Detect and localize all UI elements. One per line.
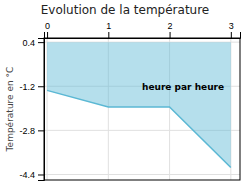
- chart-container: 0 1 2 3 0.4 -1.2 -2.8 -4.4 heure par heure Evolut…: [0, 0, 250, 188]
- x-tick-label: 2: [168, 21, 173, 31]
- plot-frame: [44, 38, 240, 180]
- x-axis-line: [45, 32, 241, 39]
- data-group: [47, 42, 231, 167]
- grid-line: [44, 174, 240, 175]
- chart-svg: 0 1 2 3 0.4 -1.2 -2.8 -4.4 heure par heure Evolut…: [0, 0, 250, 188]
- y-tick-label: -1.2: [19, 82, 35, 92]
- x-tick-label: 1: [106, 21, 111, 31]
- x-tick-mark: [47, 32, 48, 38]
- y-tick: -2.8: [19, 126, 44, 136]
- y-tick-label: 0.4: [22, 38, 35, 48]
- y-tick-label: -4.4: [19, 170, 35, 180]
- x-tick: 1: [106, 21, 111, 38]
- y-tick-mark: [38, 42, 44, 43]
- title: Evolution de la température: [41, 3, 210, 17]
- y-tick-mark: [38, 130, 44, 131]
- x-tick-mark: [231, 32, 232, 38]
- y-axis-line: [38, 39, 45, 181]
- x-tick-label: 0: [45, 21, 50, 31]
- grid: [44, 38, 240, 180]
- y-axis: 0.4 -1.2 -2.8 -4.4: [19, 38, 44, 181]
- x-tick: 2: [168, 21, 173, 38]
- y-tick-mark: [38, 86, 44, 87]
- x-tick-mark: [108, 32, 109, 38]
- y-tick-label: -2.8: [19, 126, 35, 136]
- y-tick: -4.4: [19, 170, 44, 180]
- y-tick: 0.4: [22, 38, 44, 48]
- x-tick-label: 3: [229, 21, 234, 31]
- x-tick: 0: [45, 21, 50, 38]
- line: [47, 90, 231, 167]
- annotation: heure par heure: [142, 82, 224, 92]
- x-tick: 3: [229, 21, 234, 38]
- y-axis-title: Température en °C: [5, 67, 15, 153]
- x-tick-mark: [170, 32, 171, 38]
- area: [47, 42, 231, 167]
- x-axis: 0 1 2 3: [45, 21, 241, 39]
- y-tick: -1.2: [19, 82, 44, 92]
- y-tick-mark: [38, 174, 44, 175]
- plot-area: 0 1 2 3 0.4 -1.2 -2.8 -4.4 heure par heure: [19, 21, 240, 181]
